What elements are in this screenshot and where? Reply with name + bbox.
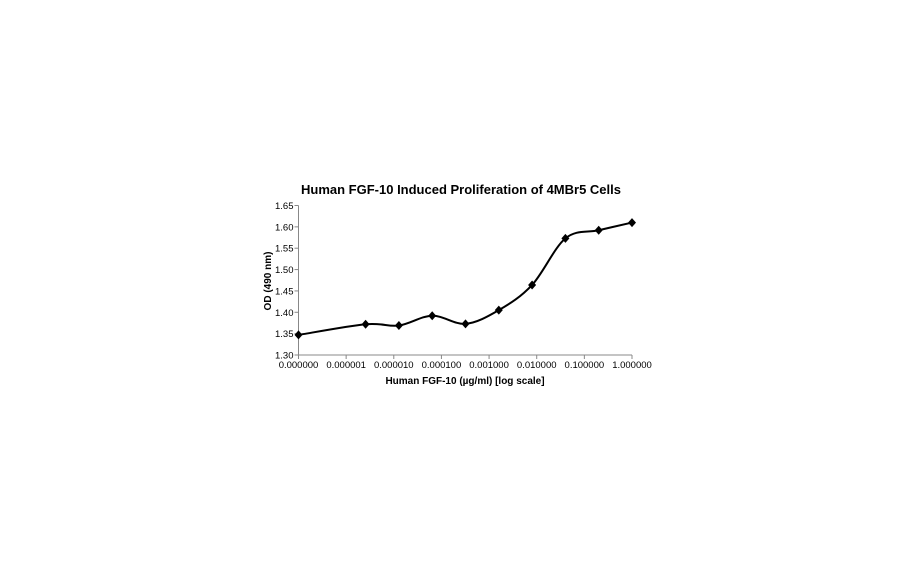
y-tick-label: 1.50 bbox=[275, 265, 294, 276]
data-point-marker bbox=[594, 225, 603, 235]
y-axis-label: OD (490 nm) bbox=[263, 252, 274, 311]
x-tick-label: 0.001000 bbox=[469, 360, 509, 371]
y-tick-label: 1.60 bbox=[275, 222, 294, 233]
x-tick-label: 0.000100 bbox=[422, 360, 462, 371]
y-tick-label: 1.30 bbox=[275, 351, 294, 362]
data-point-marker bbox=[561, 233, 570, 243]
x-tick-label: 0.100000 bbox=[565, 360, 605, 371]
x-tick-label: 0.010000 bbox=[517, 360, 557, 371]
y-tick-label: 1.45 bbox=[275, 286, 294, 297]
axes bbox=[294, 205, 633, 359]
data-point-marker bbox=[494, 305, 503, 315]
y-tick-label: 1.65 bbox=[275, 201, 294, 212]
data-point-marker bbox=[361, 319, 370, 329]
series bbox=[294, 218, 636, 340]
data-point-marker bbox=[528, 280, 537, 290]
y-tick-label: 1.40 bbox=[275, 308, 294, 319]
data-point-marker bbox=[428, 311, 437, 321]
data-point-marker bbox=[461, 319, 470, 329]
x-tick-label: 0.000000 bbox=[279, 360, 319, 371]
series-line bbox=[298, 221, 633, 336]
x-tick-label: 0.000010 bbox=[374, 360, 414, 371]
data-point-marker bbox=[294, 330, 303, 340]
x-tick-label: 0.000001 bbox=[326, 360, 366, 371]
tick-labels: 1.30 1.35 1.40 1.45 1.50 1.55 1.60 1.65 0.000000… bbox=[275, 201, 652, 371]
data-point-marker bbox=[628, 218, 636, 228]
x-axis-label: Human FGF-10 (µg/ml) [log scale] bbox=[385, 376, 544, 387]
y-tick-label: 1.35 bbox=[275, 329, 294, 340]
chart-title: Human FGF-10 Induced Proliferation of 4M… bbox=[301, 182, 621, 197]
x-tick-label: 1.000000 bbox=[612, 360, 652, 371]
data-point-marker bbox=[394, 321, 403, 331]
y-tick-label: 1.55 bbox=[275, 244, 294, 255]
